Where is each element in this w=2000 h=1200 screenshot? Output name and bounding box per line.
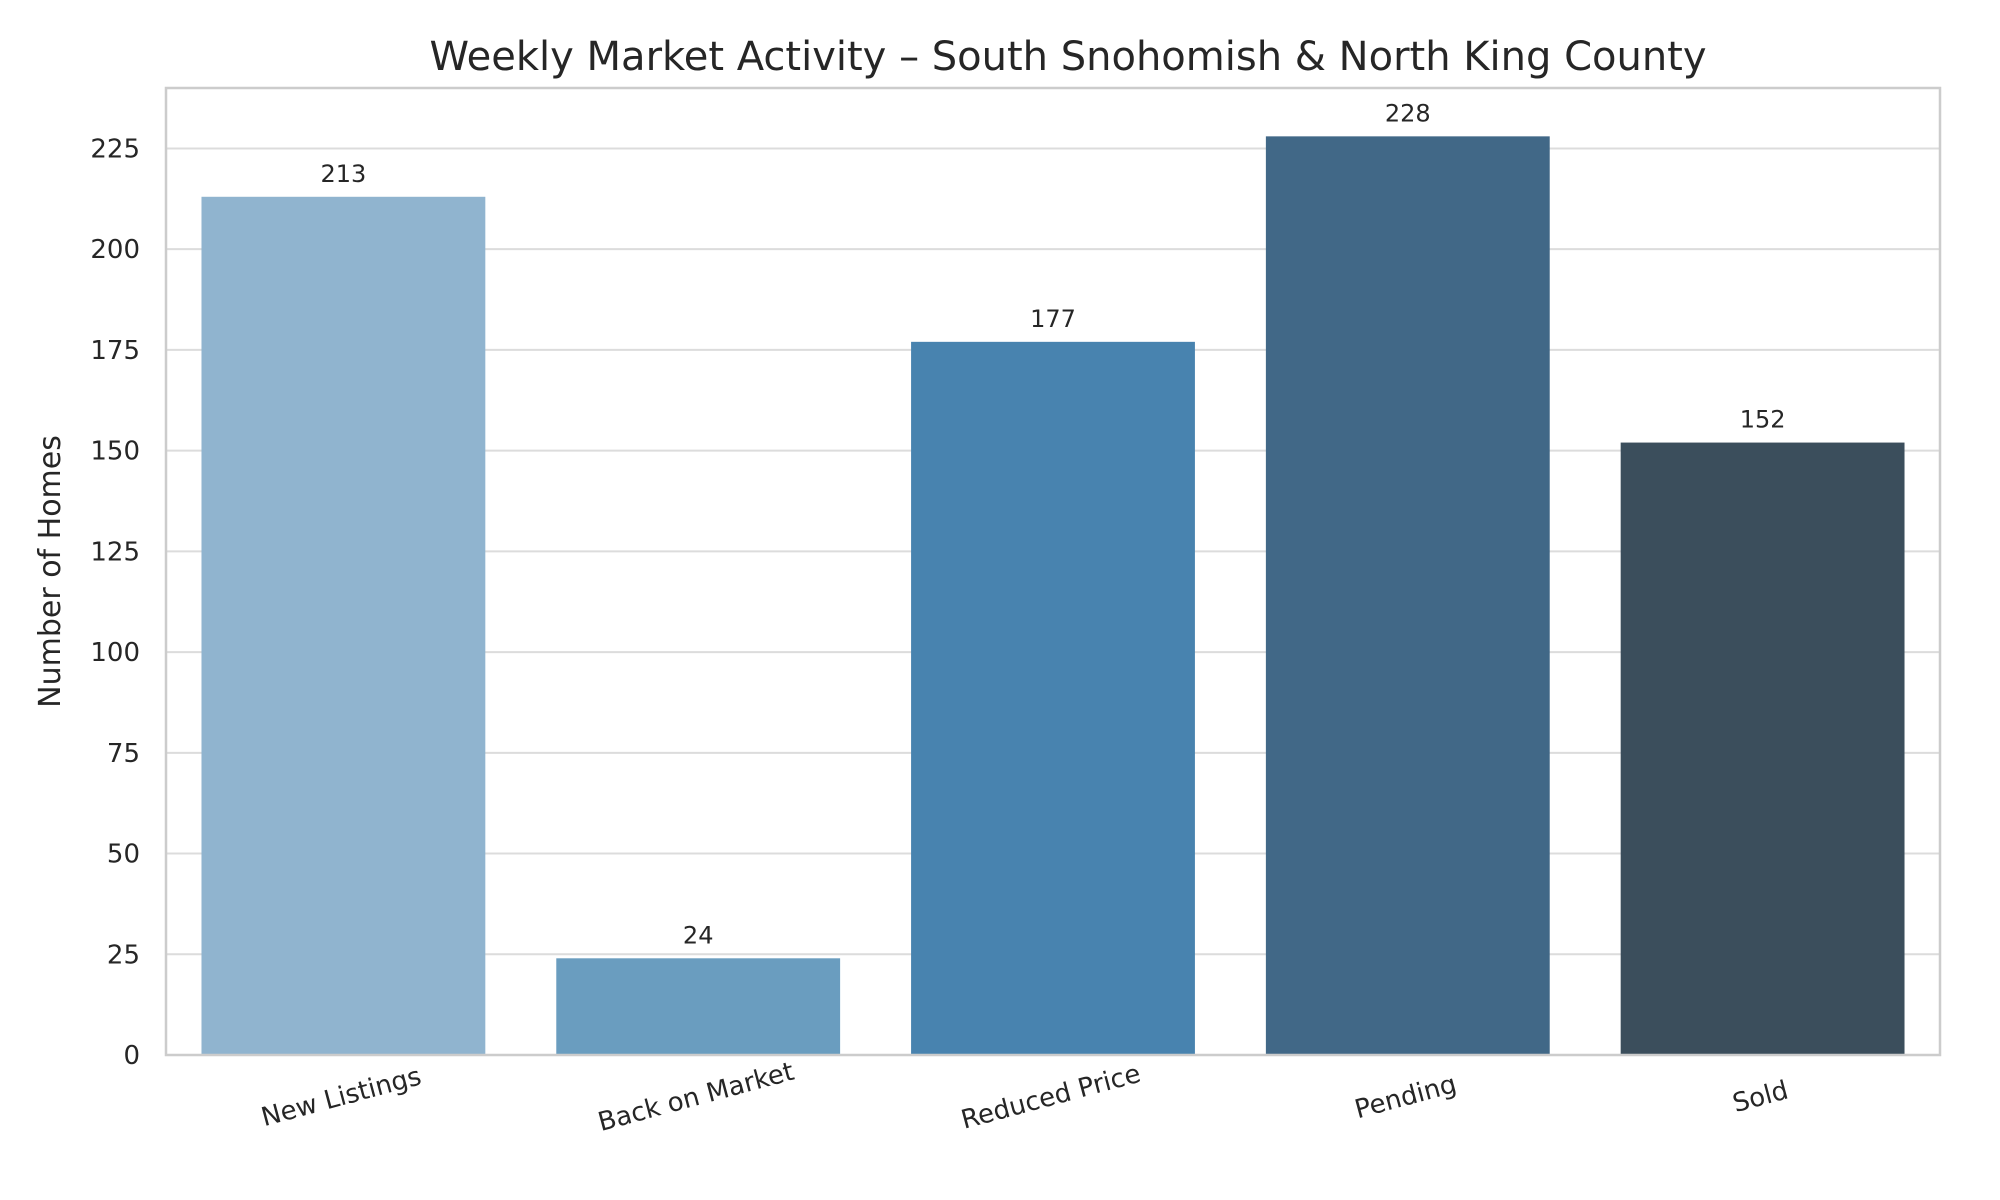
data-label-back-on-market: 24 xyxy=(683,921,714,949)
bar-new-listings xyxy=(201,196,486,1056)
y-tick-label-25: 25 xyxy=(107,940,140,970)
data-label-reduced-price: 177 xyxy=(1030,305,1076,333)
bars xyxy=(201,136,1905,1056)
data-label-pending: 228 xyxy=(1385,99,1431,127)
y-tick-label-225: 225 xyxy=(90,134,140,164)
x-tick-label-back-on-market: Back on Market xyxy=(595,1057,797,1138)
y-tick-label-75: 75 xyxy=(107,739,140,769)
x-tick-label-new-listings: New Listings xyxy=(258,1062,424,1133)
y-tick-label-0: 0 xyxy=(123,1041,140,1071)
data-labels: 213 24 177 228 152 xyxy=(320,99,1785,949)
chart-title: Weekly Market Activity – South Snohomish… xyxy=(429,34,1706,80)
x-axis-ticks: New Listings Back on Market Reduced Price P… xyxy=(258,1057,1791,1138)
y-tick-label-150: 150 xyxy=(90,437,140,467)
y-axis-ticks: 0 25 50 75 100 125 150 175 200 225 xyxy=(90,134,140,1071)
y-tick-label-200: 200 xyxy=(90,235,140,265)
x-tick-label-reduced-price: Reduced Price xyxy=(958,1059,1144,1136)
y-tick-label-50: 50 xyxy=(107,840,140,870)
y-tick-label-125: 125 xyxy=(90,537,140,567)
data-label-new-listings: 213 xyxy=(320,160,366,188)
y-tick-label-175: 175 xyxy=(90,336,140,366)
bar-pending xyxy=(1265,136,1550,1056)
bar-sold xyxy=(1620,442,1905,1056)
x-tick-label-sold: Sold xyxy=(1730,1076,1792,1120)
bar-back-on-market xyxy=(556,958,841,1055)
data-label-sold: 152 xyxy=(1740,406,1786,434)
bar-reduced-price xyxy=(911,341,1195,1055)
y-tick-label-100: 100 xyxy=(90,638,140,668)
x-tick-label-pending: Pending xyxy=(1352,1069,1460,1125)
y-axis-label: Number of Homes xyxy=(33,435,68,708)
plot-frame xyxy=(164,86,1942,1057)
